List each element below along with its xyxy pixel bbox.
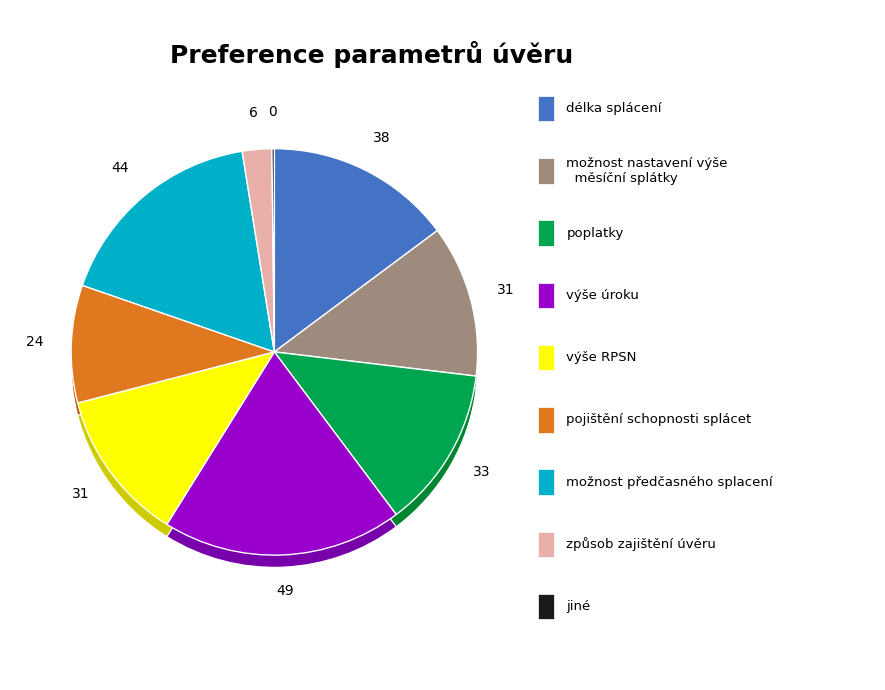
Wedge shape <box>272 161 274 364</box>
Wedge shape <box>71 286 274 403</box>
Text: jiné: jiné <box>566 600 590 613</box>
Wedge shape <box>274 161 437 364</box>
Text: způsob zajištění úvěru: způsob zajištění úvěru <box>566 538 716 551</box>
Wedge shape <box>167 364 396 567</box>
Wedge shape <box>82 151 274 352</box>
Wedge shape <box>78 364 274 537</box>
Text: výše RPSN: výše RPSN <box>566 351 637 364</box>
Bar <box>538 220 554 246</box>
Bar <box>538 283 554 308</box>
Text: 33: 33 <box>473 465 491 479</box>
Text: délka splácení: délka splácení <box>566 102 662 115</box>
Text: možnost předčasného splacení: možnost předčasného splacení <box>566 475 773 489</box>
Wedge shape <box>71 297 274 415</box>
Text: výše úroku: výše úroku <box>566 289 639 302</box>
Text: 6: 6 <box>250 106 258 120</box>
Bar <box>538 158 554 184</box>
Wedge shape <box>167 352 396 555</box>
Bar <box>538 469 554 495</box>
Wedge shape <box>274 243 478 388</box>
Text: 44: 44 <box>112 161 129 175</box>
Wedge shape <box>82 164 274 364</box>
Text: možnost nastavení výše
  měsíční splátky: možnost nastavení výše měsíční splátky <box>566 157 727 185</box>
Wedge shape <box>242 161 274 364</box>
Text: pojištění schopnosti splácet: pojištění schopnosti splácet <box>566 413 751 426</box>
Bar <box>538 345 554 371</box>
Bar <box>538 407 554 433</box>
Wedge shape <box>274 364 476 526</box>
Text: 31: 31 <box>73 487 90 501</box>
Bar <box>538 531 554 557</box>
Text: 38: 38 <box>373 130 391 145</box>
Text: 49: 49 <box>276 584 294 598</box>
Text: 0: 0 <box>268 105 277 119</box>
Text: 31: 31 <box>497 283 515 297</box>
Text: 24: 24 <box>26 335 43 349</box>
Wedge shape <box>78 352 274 524</box>
Text: poplatky: poplatky <box>566 226 624 239</box>
Wedge shape <box>274 352 476 515</box>
Text: Preference parametrů úvěru: Preference parametrů úvěru <box>170 41 573 68</box>
Bar <box>538 96 554 121</box>
Wedge shape <box>274 148 437 352</box>
Wedge shape <box>242 148 274 352</box>
Bar <box>538 594 554 619</box>
Wedge shape <box>272 148 274 352</box>
Wedge shape <box>274 230 478 376</box>
